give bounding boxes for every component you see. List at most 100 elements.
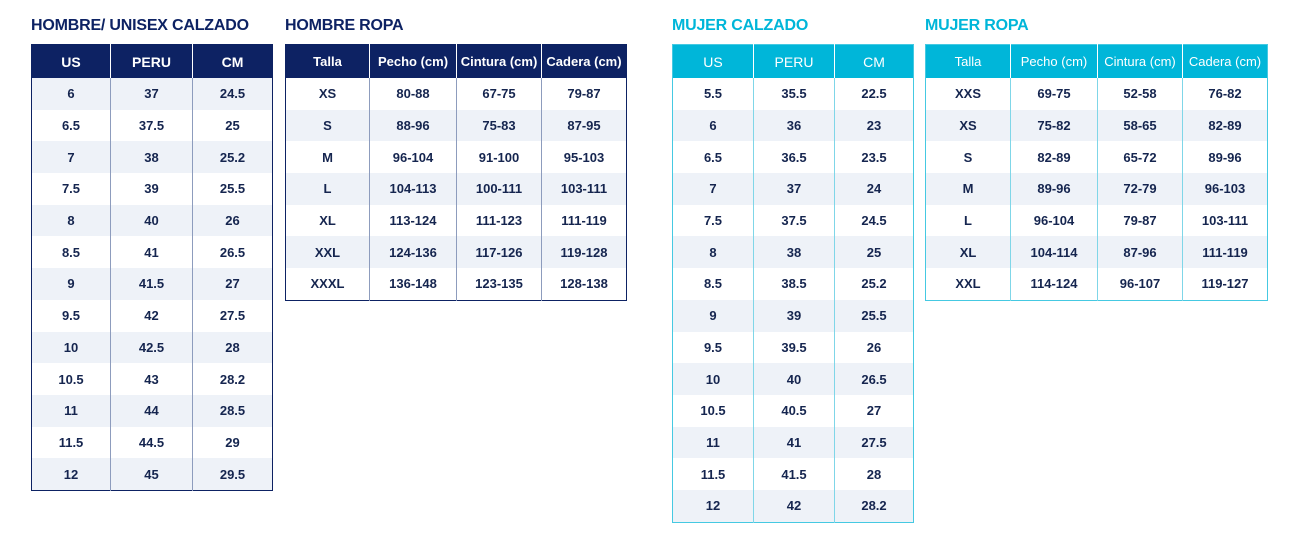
table-cell: 43 xyxy=(110,363,193,395)
table-cell: 100-111 xyxy=(456,173,542,205)
table-cell: 104-114 xyxy=(1010,236,1098,269)
table-row: L 104-113 100-111 103-111 xyxy=(285,173,627,205)
hombre-ropa-table: Talla Pecho (cm) Cintura (cm) Cadera (cm) XS… xyxy=(285,44,627,301)
table-cell: XL xyxy=(925,236,1011,269)
table-cell: 29 xyxy=(225,434,240,450)
table-cell: 96-107 xyxy=(1097,268,1183,301)
table-cell: 41.5 xyxy=(753,458,835,490)
table-row: 12 45 29.5 xyxy=(31,458,273,491)
table-cell: 87-95 xyxy=(541,109,627,142)
table-row: 7 38 25.2 xyxy=(31,141,273,174)
table-row: XXS 69-75 52-58 76-82 xyxy=(925,78,1268,110)
column-header: US xyxy=(31,44,111,78)
table-cell: L xyxy=(285,173,370,205)
hombre-calzado-title: HOMBRE/ UNISEX CALZADO xyxy=(31,17,249,34)
table-cell: 8 xyxy=(672,236,754,269)
table-cell: XXL xyxy=(285,236,370,269)
column-header: Cintura (cm) xyxy=(1097,44,1183,78)
table-row: XXL 124-136 117-126 119-128 xyxy=(285,236,627,269)
hombre-ropa-title: HOMBRE ROPA xyxy=(285,17,404,34)
table-cell: 67-75 xyxy=(456,78,542,110)
table-row: 10 40 26.5 xyxy=(672,363,914,395)
table-cell: 82-89 xyxy=(1010,141,1098,174)
table-cell: 41 xyxy=(753,426,835,459)
table-cell: 23.5 xyxy=(861,149,887,165)
table-cell: 25.5 xyxy=(219,181,246,197)
table-cell: 89-96 xyxy=(1010,173,1098,205)
table-cell: L xyxy=(925,204,1011,237)
column-header: Pecho (cm) xyxy=(369,44,457,78)
table-row: 8.5 41 26.5 xyxy=(31,236,273,269)
hombre-calzado-table: US PERU CM 6 37 24.5 6.5 37.5 25 7 38 25.2 7.5 39 25.5… xyxy=(31,44,273,491)
table-row: 11.5 44.5 29 xyxy=(31,426,273,459)
table-cell: 38 xyxy=(110,141,193,174)
table-row: 6 36 23 xyxy=(672,109,914,142)
table-cell: 104-113 xyxy=(369,173,457,205)
table-row: 10.5 40.5 27 xyxy=(672,394,914,427)
table-cell: 124-136 xyxy=(369,236,457,269)
table-cell: 28.2 xyxy=(834,489,914,523)
table-row: 10 42.5 28 xyxy=(31,331,273,364)
table-row: M 89-96 72-79 96-103 xyxy=(925,173,1268,205)
table-cell: 79-87 xyxy=(1097,204,1183,237)
table-cell: 113-124 xyxy=(369,204,457,237)
table-cell: 80-88 xyxy=(369,78,457,110)
table-cell: 111-119 xyxy=(1182,236,1268,269)
table-cell: 25.2 xyxy=(192,141,273,174)
table-cell: 38 xyxy=(753,236,835,269)
column-header: Cintura (cm) xyxy=(456,44,542,78)
table-cell: 10 xyxy=(31,331,111,364)
table-cell: 37.5 xyxy=(110,109,193,142)
table-row: XXL 114-124 96-107 119-127 xyxy=(925,268,1268,301)
table-cell: 6.5 xyxy=(672,141,754,174)
table-cell: 27.5 xyxy=(834,426,914,459)
table-cell: 7.5 xyxy=(31,173,111,205)
table-cell: 9.5 xyxy=(672,331,754,364)
table-cell: 38.5 xyxy=(753,268,835,300)
column-header: US xyxy=(672,44,754,78)
table-cell: 28.5 xyxy=(192,394,273,427)
table-cell: 26 xyxy=(192,204,273,237)
table-cell: 75-83 xyxy=(456,109,542,142)
column-header: Cadera (cm) xyxy=(1182,44,1268,78)
table-cell: 24.5 xyxy=(192,78,273,110)
table-cell: 119-127 xyxy=(1201,276,1249,292)
table-row: XL 113-124 111-123 111-119 xyxy=(285,204,627,237)
table-cell: 29.5 xyxy=(192,458,273,491)
table-cell: 91-100 xyxy=(456,141,542,174)
table-cell: 39 xyxy=(110,173,193,205)
table-row: 9 41.5 27 xyxy=(31,268,273,300)
table-cell: 136-148 xyxy=(369,268,457,301)
table-cell: 11.5 xyxy=(672,458,754,490)
table-cell: 82-89 xyxy=(1182,109,1268,142)
table-cell: 7.5 xyxy=(672,204,754,237)
table-cell: 36.5 xyxy=(753,141,835,174)
table-cell: 27 xyxy=(866,403,882,419)
table-cell: 24 xyxy=(834,173,914,205)
table-cell: 28 xyxy=(866,466,882,482)
table-cell: 6 xyxy=(672,109,754,142)
table-cell: 25 xyxy=(225,118,240,134)
table-cell: 42 xyxy=(753,489,835,523)
table-cell: 40.5 xyxy=(753,394,835,427)
table-cell: 72-79 xyxy=(1097,173,1183,205)
table-cell: 23 xyxy=(834,109,914,142)
table-row: L 96-104 79-87 103-111 xyxy=(925,204,1268,237)
table-cell: 42 xyxy=(110,299,193,332)
table-cell: 44 xyxy=(110,394,193,427)
table-cell: XXL xyxy=(925,268,1011,301)
table-cell: 96-104 xyxy=(369,141,457,174)
header-row: Talla Pecho (cm) Cintura (cm) Cadera (cm) xyxy=(285,44,627,78)
table-cell: 111-119 xyxy=(561,213,607,229)
header-row: US PERU CM xyxy=(672,44,914,78)
table-cell: XXS xyxy=(925,78,1011,110)
table-cell: 69-75 xyxy=(1010,78,1098,110)
table-cell: 89-96 xyxy=(1208,149,1242,165)
table-cell: 28.2 xyxy=(219,371,246,387)
table-cell: 7 xyxy=(31,141,111,174)
table-cell: 87-96 xyxy=(1097,236,1183,269)
table-cell: 26.5 xyxy=(834,363,914,395)
table-cell: 8 xyxy=(31,204,111,237)
table-row: 7 37 24 xyxy=(672,173,914,205)
table-cell: XXXL xyxy=(285,268,370,301)
